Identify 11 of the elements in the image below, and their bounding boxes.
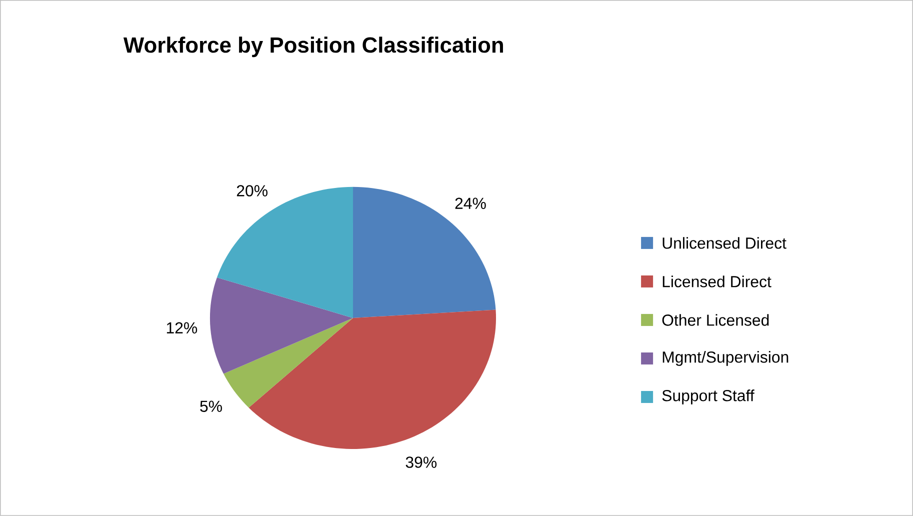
chart-title: Workforce by Position Classification bbox=[123, 36, 503, 58]
data-label: 20% bbox=[236, 185, 268, 196]
legend-label: Other Licensed bbox=[662, 314, 769, 326]
legend-label: Licensed Direct bbox=[662, 276, 772, 288]
data-label: 12% bbox=[166, 322, 198, 334]
legend-label: Unlicensed Direct bbox=[662, 237, 786, 249]
legend-label: Support Staff bbox=[662, 390, 754, 404]
data-label: 24% bbox=[455, 198, 486, 210]
data-label: 5% bbox=[200, 400, 222, 412]
legend-label: Mgmt/Supervision bbox=[662, 351, 788, 366]
data-label: 39% bbox=[406, 456, 437, 468]
